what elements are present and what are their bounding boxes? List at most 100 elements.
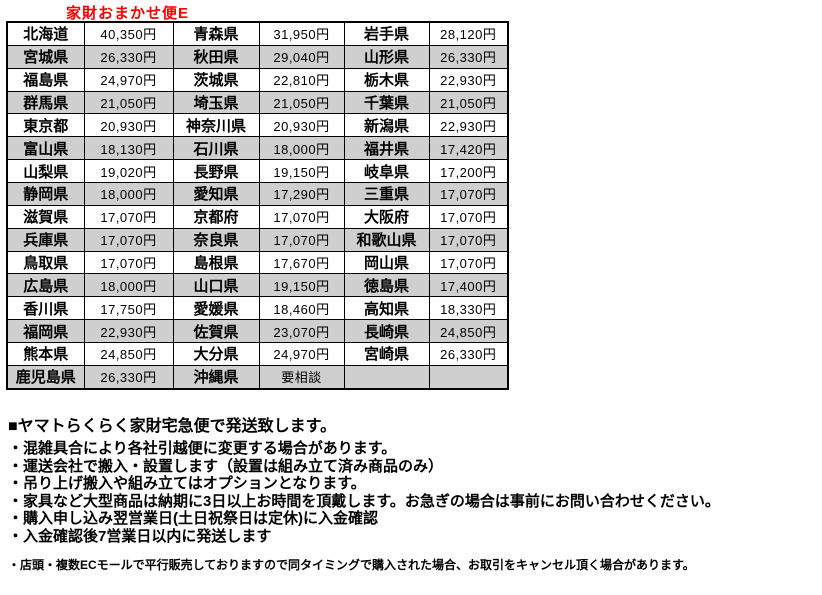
price-cell: 17,420円 [428,136,509,161]
fine-print: ・店頭・複数ECモールで平行販売しておりますので同タイミングで購入された場合、お… [8,558,695,572]
price-cell: 要相談 [258,364,345,390]
price-cell: 18,460円 [258,296,345,321]
shipping-fee-table-body: 北海道 40,350円 青森県 31,950円 岩手県 28,120円 宮城県 26,330円… [6,21,509,390]
price-cell: 17,070円 [83,227,174,252]
price-cell: 18,000円 [83,273,174,298]
prefecture-cell: 福岡県 [6,319,85,344]
price-cell: 17,070円 [258,227,345,252]
table-row: 群馬県 21,050円 埼玉県 21,050円 千葉県 21,050円 [6,90,509,115]
empty-cell [428,364,509,390]
prefecture-cell: 熊本県 [6,342,85,366]
prefecture-cell: 兵庫県 [6,227,85,252]
prefecture-cell: 広島県 [6,273,85,298]
price-cell: 18,330円 [428,296,509,321]
prefecture-cell: 岩手県 [343,21,430,46]
table-row: 香川県 17,750円 愛媛県 18,460円 高知県 18,330円 [6,296,509,321]
shipping-note-line: ・混雑具合により各社引越便に変更する場合があります。 [8,440,397,457]
price-cell: 19,020円 [83,159,174,184]
price-cell: 17,070円 [428,227,509,252]
price-cell: 22,930円 [428,67,509,92]
table-row: 福島県 24,970円 茨城県 22,810円 栃木県 22,930円 [6,67,509,92]
price-cell: 20,930円 [83,113,174,138]
prefecture-cell: 鹿児島県 [6,364,85,390]
price-cell: 17,750円 [83,296,174,321]
price-cell: 40,350円 [83,21,174,46]
prefecture-cell: 千葉県 [343,90,430,115]
price-cell: 17,070円 [428,182,509,206]
table-row: 熊本県 24,850円 大分県 24,970円 宮崎県 26,330円 [6,342,509,366]
prefecture-cell: 福井県 [343,136,430,161]
shipping-notes-list: ・混雑具合により各社引越便に変更する場合があります。 ・運送会社で搬入・設置します… [8,440,720,546]
price-cell: 18,000円 [83,182,174,206]
prefecture-cell: 山梨県 [6,159,85,184]
price-cell: 22,930円 [83,319,174,344]
prefecture-cell: 佐賀県 [172,319,260,344]
prefecture-cell: 群馬県 [6,90,85,115]
price-cell: 22,810円 [258,67,345,92]
price-cell: 17,290円 [258,182,345,206]
price-cell: 19,150円 [258,273,345,298]
prefecture-cell: 富山県 [6,136,85,161]
page-title: 家財おまかせ便E [66,5,190,22]
prefecture-cell: 滋賀県 [6,204,85,229]
shipping-note-line: ・運送会社で搬入・設置します（設置は組み立て済み商品のみ） [8,457,444,475]
prefecture-cell: 秋田県 [172,44,260,69]
price-cell: 24,970円 [258,342,345,366]
price-cell: 18,000円 [258,136,345,161]
prefecture-cell: 岡山県 [343,250,430,275]
prefecture-cell: 島根県 [172,250,260,275]
price-cell: 17,070円 [428,204,509,229]
prefecture-cell: 鳥取県 [6,250,85,275]
shipping-fee-table: 北海道 40,350円 青森県 31,950円 岩手県 28,120円 宮城県 26,330円… [6,21,509,390]
prefecture-cell: 神奈川県 [172,113,260,138]
price-cell: 26,330円 [428,342,509,366]
table-row: 東京都 20,930円 神奈川県 20,930円 新潟県 22,930円 [6,113,509,138]
table-row: 兵庫県 17,070円 奈良県 17,070円 和歌山県 17,070円 [6,227,509,252]
prefecture-cell: 埼玉県 [172,90,260,115]
price-cell: 17,070円 [428,250,509,275]
prefecture-cell: 新潟県 [343,113,430,138]
price-cell: 18,130円 [83,136,174,161]
prefecture-cell: 北海道 [6,21,85,46]
table-row: 静岡県 18,000円 愛知県 17,290円 三重県 17,070円 [6,182,509,206]
prefecture-cell: 栃木県 [343,67,430,92]
price-cell: 20,930円 [258,113,345,138]
prefecture-cell: 三重県 [343,182,430,206]
table-row: 宮城県 26,330円 秋田県 29,040円 山形県 26,330円 [6,44,509,69]
price-cell: 23,070円 [258,319,345,344]
prefecture-cell: 大分県 [172,342,260,366]
prefecture-cell: 青森県 [172,21,260,46]
price-cell: 17,670円 [258,250,345,275]
prefecture-cell: 高知県 [343,296,430,321]
prefecture-cell: 宮城県 [6,44,85,69]
shipping-note-line: ・家具など大型商品は納期に3日以上お時間を頂戴します。お急ぎの場合は事前にお問い… [8,492,720,510]
prefecture-cell: 宮崎県 [343,342,430,366]
shipping-note-line: ・購入申し込み翌営業日(土日祝祭日は定休)に入金確認 [8,510,378,528]
shipping-note-line: ・吊り上げ搬入や組み立てはオプションとなります。 [8,475,366,493]
price-cell: 28,120円 [428,21,509,46]
prefecture-cell: 岐阜県 [343,159,430,184]
prefecture-cell: 愛知県 [172,182,260,206]
empty-cell [343,364,430,390]
price-cell: 24,850円 [83,342,174,366]
prefecture-cell: 東京都 [6,113,85,138]
price-cell: 21,050円 [83,90,174,115]
price-cell: 21,050円 [258,90,345,115]
price-cell: 31,950円 [258,21,345,46]
prefecture-cell: 大阪府 [343,204,430,229]
prefecture-cell: 和歌山県 [343,227,430,252]
price-cell: 17,070円 [258,204,345,229]
prefecture-cell: 京都府 [172,204,260,229]
prefecture-cell: 石川県 [172,136,260,161]
prefecture-cell: 長崎県 [343,319,430,344]
price-cell: 17,070円 [83,250,174,275]
shipping-note-line: ・入金確認後7営業日以内に発送します [8,527,272,545]
table-row: 北海道 40,350円 青森県 31,950円 岩手県 28,120円 [6,21,509,46]
prefecture-cell: 静岡県 [6,182,85,206]
price-cell: 24,850円 [428,319,509,344]
price-cell: 17,070円 [83,204,174,229]
table-row: 鳥取県 17,070円 島根県 17,670円 岡山県 17,070円 [6,250,509,275]
prefecture-cell: 長野県 [172,159,260,184]
price-cell: 26,330円 [83,364,174,390]
